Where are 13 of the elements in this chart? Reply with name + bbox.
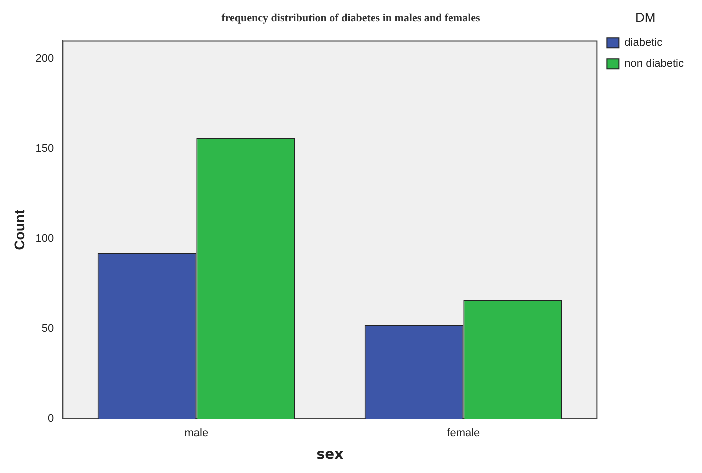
y-tick-label: 150	[36, 143, 54, 156]
y-tick-label: 0	[48, 413, 54, 426]
chart-title: frequency distribution of diabetes in males and females	[222, 12, 482, 24]
x-axis-title: sex	[316, 447, 344, 464]
x-tick-label: male	[184, 428, 209, 440]
y-tick-label: 200	[36, 53, 54, 66]
legend-label: non diabetic	[624, 58, 684, 70]
legend-title: DM	[635, 10, 656, 26]
legend-label: diabetic	[624, 37, 664, 50]
x-tick-label: female	[447, 428, 480, 440]
y-axis-title: Count	[11, 210, 28, 250]
y-tick-label: 50	[42, 323, 54, 336]
y-tick-label: 100	[36, 233, 54, 246]
